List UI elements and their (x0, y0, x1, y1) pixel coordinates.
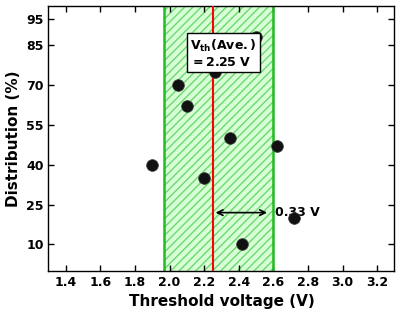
Point (175, 83, 182, 88)
Point (253, 35, 259, 40)
Point (201, 175, 207, 180)
Point (149, 162, 156, 167)
Text: $\mathbf{V_{th}}$$\mathbf{(Ave.)}$
$\mathbf{= 2.25\ V}$: $\mathbf{V_{th}}$$\mathbf{(Ave.)}$ $\mat… (190, 37, 257, 68)
Point (211, 69, 218, 74)
Point (227, 136, 233, 141)
Point (184, 104, 190, 109)
Point (274, 144, 280, 149)
Point (239, 242, 246, 247)
Point (291, 215, 297, 220)
Bar (164, 6, 273, 271)
X-axis label: Threshold voltage (V): Threshold voltage (V) (128, 295, 314, 309)
Text: 0.33 V: 0.33 V (275, 206, 320, 219)
Y-axis label: Distribution (%): Distribution (%) (6, 70, 20, 207)
